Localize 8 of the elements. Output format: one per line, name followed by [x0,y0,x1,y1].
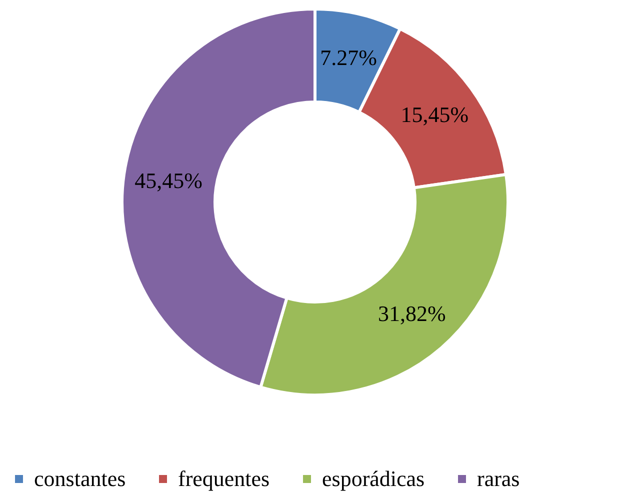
legend-label: raras [477,466,520,491]
data-label: 7.27% [320,44,377,70]
data-label: 45,45% [134,168,202,193]
data-label: 15,45% [400,102,469,127]
legend-label: esporádicas [322,466,425,491]
legend-label: constantes [34,466,126,491]
legend-label: frequentes [178,466,270,491]
data-label: 31,82% [378,300,446,326]
